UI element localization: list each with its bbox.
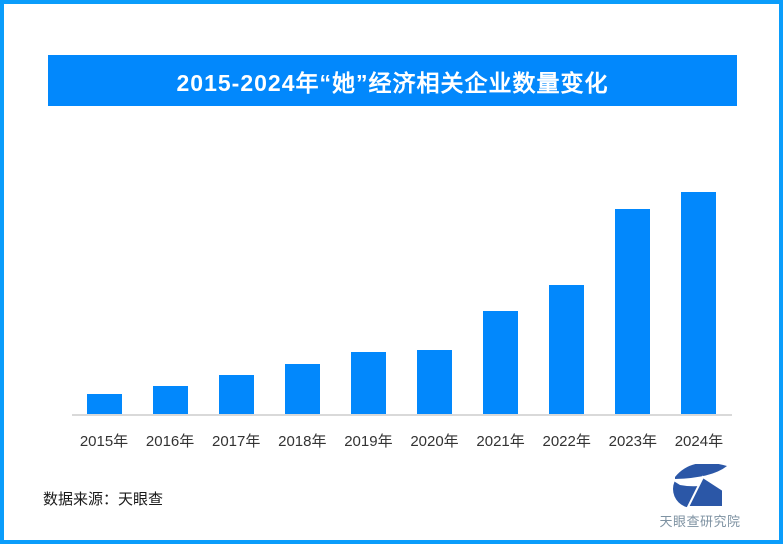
x-tick-label-2019: 2019年 [344, 433, 393, 450]
data-source-note: 数据来源：天眼查 [43, 491, 164, 508]
x-tick-label-2017: 2017年 [212, 433, 261, 450]
bar-2022 [549, 285, 585, 414]
bar-2020 [417, 350, 452, 414]
chart-title: 2015-2024年“她”经济相关企业数量变化 [176, 69, 609, 96]
bar-2018 [284, 364, 320, 414]
bar-2015 [86, 394, 122, 414]
brand-logo: 天眼查研究院 [644, 464, 756, 530]
x-tick-label-2020: 2020年 [410, 433, 459, 450]
brand-logo-text: 天眼查研究院 [659, 514, 741, 529]
x-tick-label-2022: 2022年 [542, 433, 591, 450]
x-tick-label-2021: 2021年 [476, 433, 525, 450]
x-tick-label-2024: 2024年 [674, 433, 724, 450]
x-tick-label-2018: 2018年 [278, 433, 327, 450]
x-tick-label-2015: 2015年 [79, 433, 129, 450]
bar-2023 [615, 209, 651, 414]
x-axis-line [72, 414, 732, 416]
bar-2021 [483, 311, 519, 414]
bar-chart: 2015年 2016年 2017年 2018年 2019年 2020年 2021年 2022年… [4, 4, 779, 540]
tianyancha-logo-icon [672, 464, 728, 508]
x-tick-label-2023: 2023年 [608, 433, 657, 450]
chart-title-banner: 2015-2024年“她”经济相关企业数量变化 [48, 55, 737, 106]
bar-2024 [681, 192, 717, 414]
bar-2016 [152, 386, 188, 414]
bar-2017 [218, 375, 254, 414]
bar-2019 [350, 352, 386, 414]
x-tick-label-2016: 2016年 [145, 433, 195, 450]
